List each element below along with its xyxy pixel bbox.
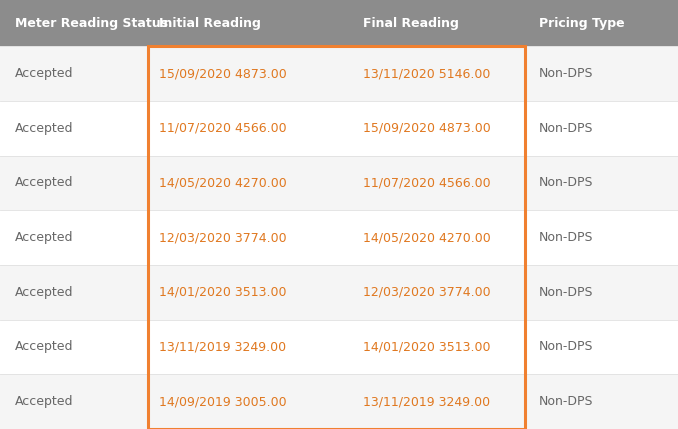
Bar bbox=[0, 375, 678, 429]
Text: Non-DPS: Non-DPS bbox=[539, 341, 593, 353]
Text: Pricing Type: Pricing Type bbox=[539, 17, 624, 30]
Text: Accepted: Accepted bbox=[15, 341, 73, 353]
Bar bbox=[0, 210, 678, 265]
Text: Accepted: Accepted bbox=[15, 122, 73, 135]
Text: Non-DPS: Non-DPS bbox=[539, 176, 593, 190]
Text: Initial Reading: Initial Reading bbox=[159, 17, 261, 30]
Text: 15/09/2020 4873.00: 15/09/2020 4873.00 bbox=[159, 67, 287, 80]
Text: Accepted: Accepted bbox=[15, 67, 73, 80]
Text: 14/01/2020 3513.00: 14/01/2020 3513.00 bbox=[363, 341, 490, 353]
Text: Final Reading: Final Reading bbox=[363, 17, 458, 30]
Bar bbox=[0, 265, 678, 320]
Text: Accepted: Accepted bbox=[15, 231, 73, 244]
Text: Meter Reading Status: Meter Reading Status bbox=[15, 17, 168, 30]
Text: 14/09/2019 3005.00: 14/09/2019 3005.00 bbox=[159, 395, 287, 408]
Bar bbox=[0, 46, 678, 101]
Text: 11/07/2020 4566.00: 11/07/2020 4566.00 bbox=[159, 122, 287, 135]
Text: Accepted: Accepted bbox=[15, 286, 73, 299]
Text: Non-DPS: Non-DPS bbox=[539, 67, 593, 80]
Text: 12/03/2020 3774.00: 12/03/2020 3774.00 bbox=[159, 231, 287, 244]
Bar bbox=[0, 101, 678, 156]
Text: Non-DPS: Non-DPS bbox=[539, 231, 593, 244]
Text: 12/03/2020 3774.00: 12/03/2020 3774.00 bbox=[363, 286, 490, 299]
Bar bbox=[0, 0, 678, 46]
Text: 15/09/2020 4873.00: 15/09/2020 4873.00 bbox=[363, 122, 490, 135]
Text: 13/11/2020 5146.00: 13/11/2020 5146.00 bbox=[363, 67, 490, 80]
Text: Non-DPS: Non-DPS bbox=[539, 395, 593, 408]
Bar bbox=[148, 46, 525, 429]
Text: 14/05/2020 4270.00: 14/05/2020 4270.00 bbox=[363, 231, 490, 244]
Text: Accepted: Accepted bbox=[15, 395, 73, 408]
Text: 14/05/2020 4270.00: 14/05/2020 4270.00 bbox=[159, 176, 287, 190]
Text: Non-DPS: Non-DPS bbox=[539, 286, 593, 299]
Text: 11/07/2020 4566.00: 11/07/2020 4566.00 bbox=[363, 176, 490, 190]
Text: 13/11/2019 3249.00: 13/11/2019 3249.00 bbox=[363, 395, 490, 408]
Text: 13/11/2019 3249.00: 13/11/2019 3249.00 bbox=[159, 341, 286, 353]
Text: Accepted: Accepted bbox=[15, 176, 73, 190]
Bar bbox=[0, 320, 678, 375]
Bar bbox=[0, 156, 678, 210]
Text: Non-DPS: Non-DPS bbox=[539, 122, 593, 135]
Text: 14/01/2020 3513.00: 14/01/2020 3513.00 bbox=[159, 286, 287, 299]
